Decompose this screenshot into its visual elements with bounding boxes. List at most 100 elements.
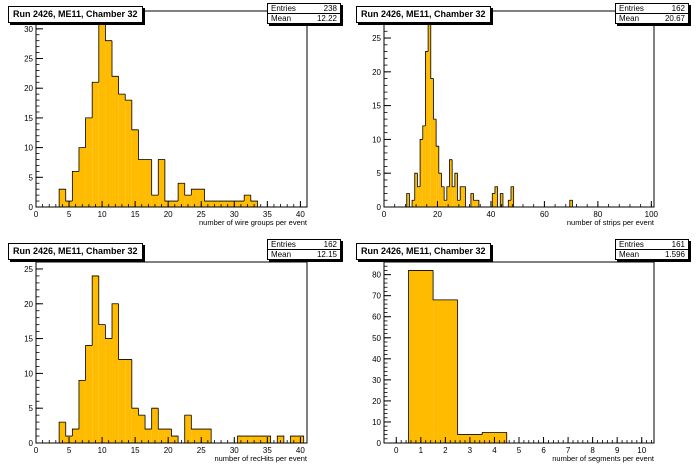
y-tick-label: 0: [377, 439, 382, 448]
histogram-bar: [492, 193, 495, 207]
y-tick-label: 15: [24, 114, 33, 123]
histogram-bar: [105, 40, 113, 208]
histogram-bar: [406, 193, 410, 207]
histogram-title: Run 2426, ME11, Chamber 32: [8, 243, 143, 260]
entries-label: Entries: [271, 240, 296, 249]
y-tick-label: 5: [377, 169, 382, 178]
histogram-outline: [408, 270, 508, 443]
stats-box: Entries 162 Mean 20.67: [615, 3, 689, 24]
histogram-bar: [191, 189, 198, 207]
histogram-bar: [78, 380, 86, 443]
histogram-bar: [112, 76, 119, 207]
histogram-pad-wire-groups: 0 5 10 15 20 25 30 35 40 0 5 10 15 20 25 30 number of wi…: [0, 0, 348, 236]
y-tick-label: 70: [372, 292, 381, 301]
x-tick-label: 10: [98, 446, 107, 455]
histogram-bar: [131, 408, 139, 443]
mean-label: Mean: [271, 14, 292, 23]
x-tick-label: 4: [492, 446, 497, 455]
histogram-bar: [510, 186, 514, 207]
x-axis-label: number of segments per event: [552, 454, 655, 463]
histogram-bar: [191, 429, 198, 443]
y-tick-label: 40: [372, 355, 381, 364]
y-tick-label: 20: [372, 68, 381, 77]
histogram-bar: [184, 415, 192, 443]
histogram-bar: [446, 186, 450, 207]
entries-label: Entries: [271, 4, 296, 13]
entries-label: Entries: [619, 4, 644, 13]
plot-frame: [35, 10, 308, 208]
histogram-bar: [151, 195, 159, 207]
x-axis-label: number of recHits per event: [214, 454, 307, 463]
histogram-bar: [138, 159, 146, 207]
mean-label: Mean: [271, 250, 292, 259]
histogram-bar: [171, 436, 179, 443]
x-tick-label: 35: [263, 210, 272, 219]
x-tick-label: 80: [593, 210, 602, 219]
entries-value: 238: [323, 4, 337, 13]
histogram-bar: [118, 359, 126, 443]
y-tick-label: 0: [29, 203, 34, 212]
histogram-bar: [422, 125, 426, 207]
histogram-bar: [197, 429, 205, 443]
histogram-bar: [98, 324, 106, 443]
histogram-bar: [59, 189, 66, 207]
x-tick-label: 0: [34, 210, 39, 219]
y-tick-label: 25: [24, 55, 33, 64]
x-tick-label: 20: [164, 210, 173, 219]
x-tick-label: 40: [296, 446, 305, 455]
histogram-bar: [72, 429, 79, 443]
histogram-bar: [414, 173, 418, 207]
x-tick-label: 10: [637, 446, 646, 455]
histogram-bar: [244, 195, 251, 207]
y-tick-label: 15: [372, 102, 381, 111]
histogram-bar: [250, 436, 258, 443]
y-tick-label: 25: [24, 265, 33, 274]
histogram-bar: [425, 51, 429, 207]
y-tick-label: 50: [372, 334, 381, 343]
x-tick-label: 6: [541, 446, 546, 455]
histogram-bar: [85, 345, 93, 443]
histogram-bar: [85, 117, 93, 207]
y-tick-label: 20: [24, 84, 33, 93]
histogram-bar: [460, 186, 463, 207]
histogram-bar: [444, 200, 447, 207]
y-tick-label: 30: [372, 376, 381, 385]
x-tick-label: 40: [296, 210, 305, 219]
histogram-bar: [145, 429, 152, 443]
mean-label: Mean: [619, 250, 640, 259]
histogram-plot: 0 5 10 15 20 25 30 35 40 0 5 10 15 20 25 number of recH…: [24, 261, 308, 463]
histogram-bar: [145, 159, 152, 207]
histogram-bar: [118, 94, 126, 207]
y-tick-label: 15: [24, 335, 33, 344]
histogram-bar: [473, 200, 477, 207]
x-tick-label: 35: [263, 446, 272, 455]
mean-label: Mean: [619, 14, 640, 23]
histogram-outline: [58, 275, 305, 443]
plot-frame: [35, 261, 308, 444]
histogram-bar: [500, 193, 503, 207]
histogram-bar: [164, 429, 172, 443]
y-tick-label: 10: [372, 418, 381, 427]
mean-value: 12.22: [316, 14, 337, 23]
y-tick-label: 25: [372, 34, 381, 43]
histogram-bar: [569, 200, 573, 207]
histogram-bar: [433, 299, 458, 443]
histogram-bar: [470, 193, 474, 207]
y-tick-label: 60: [372, 313, 381, 322]
mean-value: 1.596: [664, 250, 685, 259]
x-tick-label: 10: [98, 210, 107, 219]
histogram-bar: [438, 173, 442, 207]
x-tick-label: 15: [131, 446, 140, 455]
histogram-bar: [158, 429, 165, 443]
histogram-bar: [428, 24, 431, 207]
histogram-title: Run 2426, ME11, Chamber 32: [356, 6, 491, 23]
histogram-pad-segments: 0 1 2 3 4 5 6 7 8 9 10 0 10 20 30 40 50 60 70 80 number of s…: [348, 236, 696, 472]
histogram-outline: [406, 24, 573, 207]
x-tick-label: 25: [197, 210, 206, 219]
histogram-bar: [112, 303, 119, 443]
histogram-bar: [454, 173, 458, 207]
x-tick-label: 25: [197, 446, 206, 455]
histogram-bar: [457, 200, 461, 207]
histogram-bar: [462, 186, 466, 207]
y-tick-label: 5: [29, 404, 34, 413]
